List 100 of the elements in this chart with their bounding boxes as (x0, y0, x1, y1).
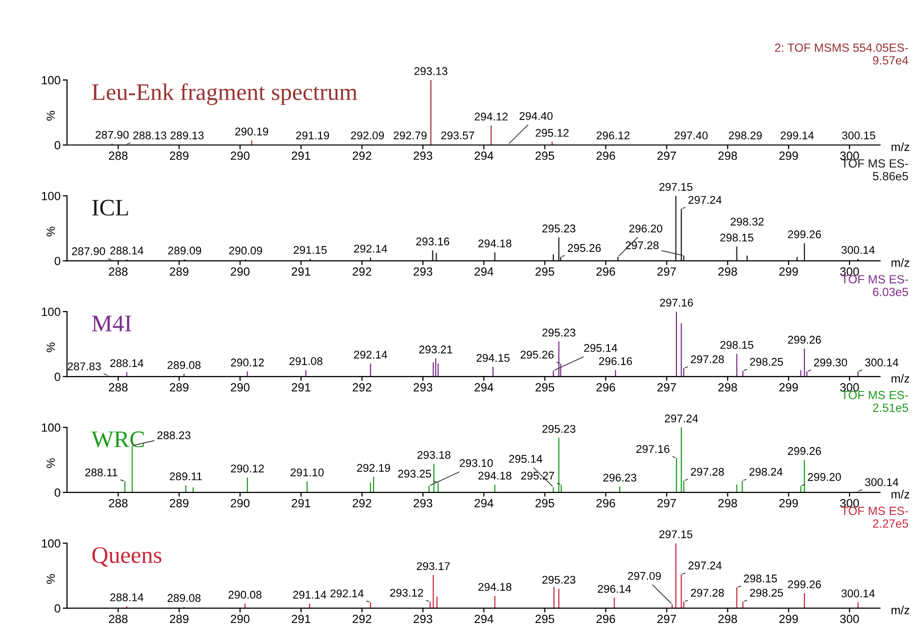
x-tick-label: 288 (108, 383, 128, 392)
annotation: 288.23 (157, 431, 190, 440)
annotation: 297.40 (674, 132, 708, 140)
x-tick-label: 300 (840, 152, 859, 160)
annotation: 289.09 (168, 246, 202, 255)
annotation: 288.14 (110, 359, 144, 368)
y-axis-title: % (46, 226, 55, 236)
y-axis-title: % (46, 458, 55, 468)
chart-title: WRC (91, 431, 144, 448)
x-tick-label: 296 (596, 152, 616, 160)
x-tick-label: 291 (292, 383, 310, 392)
annotation: 297.16 (636, 445, 670, 453)
annotation: 291.08 (289, 357, 322, 366)
annotation: 290.09 (229, 246, 262, 255)
x-tick-label: 292 (352, 267, 372, 276)
x-tick-label: 299 (779, 267, 798, 276)
x-tick-label: 293 (414, 614, 432, 624)
annotation: 292.14 (330, 590, 364, 598)
x-tick-label: 296 (596, 267, 616, 276)
x-tick-label: 292 (352, 614, 372, 624)
x-tick-label: 298 (718, 383, 737, 392)
annotation: 294.15 (476, 354, 510, 362)
text: 9.57e4 (872, 56, 908, 65)
annotation: 290.12 (230, 358, 264, 366)
annotation: 295.26 (568, 244, 601, 252)
y-axis-title: % (46, 574, 55, 584)
y-axis-title: % (46, 342, 55, 352)
annotation: 291.10 (290, 468, 324, 476)
x-tick-label: 295 (536, 614, 554, 624)
annotation: 293.16 (416, 238, 450, 246)
x-tick-label: 295 (536, 152, 554, 160)
annotation: 299.26 (788, 230, 821, 238)
annotation: 300.14 (841, 246, 875, 254)
text: 2.27e5 (873, 519, 908, 528)
x-tick-label: 293 (414, 383, 432, 392)
annotation: 289.11 (170, 472, 202, 480)
x-axis-title: m/z (892, 258, 910, 267)
x-tick-label: 291 (292, 614, 310, 624)
annotation: 296.23 (603, 474, 636, 482)
annotation: 295.23 (542, 576, 576, 584)
annotation: 296.12 (596, 132, 630, 140)
x-tick-label: 292 (352, 498, 372, 508)
text: 6.03e5 (873, 288, 908, 296)
annotation: 291.15 (294, 246, 327, 254)
x-axis-title: m/z (892, 606, 910, 614)
annotation: 294.40 (520, 112, 553, 120)
text: TOF MS ES- (841, 159, 908, 168)
x-tick-label: 289 (170, 152, 188, 160)
x-tick-label: 290 (230, 152, 250, 160)
annotation: 297.24 (688, 196, 722, 204)
x-tick-label: 296 (596, 498, 616, 508)
x-tick-label: 296 (596, 383, 616, 392)
y-tick-label: 0 (54, 604, 60, 613)
x-tick-label: 300 (840, 498, 859, 508)
x-tick-label: 291 (292, 498, 310, 508)
annotation: 298.25 (750, 358, 784, 366)
annotation: 293.18 (417, 450, 450, 459)
y-tick-label: 0 (54, 256, 60, 266)
annotation: 288.13 (133, 132, 166, 140)
annotation: 298.15 (744, 574, 777, 582)
text: 5.86e5 (872, 172, 908, 180)
annotation: 289.08 (168, 594, 201, 602)
annotation: 300.15 (842, 132, 876, 140)
annotation: 294.18 (478, 583, 512, 591)
y-tick-label: 0 (54, 372, 60, 381)
annotation: 300.14 (865, 358, 898, 366)
y-axis-title: % (46, 110, 55, 121)
chart-title: Leu-Enk fragment spectrum (92, 83, 358, 105)
annotation: 295.14 (509, 454, 542, 463)
x-tick-label: 294 (474, 267, 494, 276)
annotation: 287.90 (96, 130, 129, 139)
x-tick-label: 298 (718, 152, 737, 160)
x-tick-label: 293 (414, 152, 432, 160)
x-tick-label: 298 (718, 498, 737, 508)
annotation: 293.17 (416, 562, 450, 570)
annotation: 299.26 (788, 580, 821, 588)
y-tick-label: 0 (54, 141, 60, 150)
x-tick-label: 292 (352, 383, 372, 392)
y-tick-label: 0 (54, 488, 60, 497)
x-tick-label: 293 (414, 267, 432, 276)
x-tick-label: 295 (536, 383, 554, 392)
annotation: 292.09 (351, 132, 384, 140)
x-tick-label: 290 (230, 614, 250, 624)
annotation: 295.23 (542, 424, 576, 433)
x-tick-label: 299 (779, 383, 798, 392)
annotation: 296.16 (599, 357, 632, 366)
annotation: 290.08 (228, 590, 262, 599)
y-tick-label: 100 (42, 423, 60, 432)
annotation: 290.12 (230, 464, 264, 472)
annotation: 299.26 (788, 336, 821, 344)
annotation: 299.30 (814, 358, 848, 366)
annotation: 293.21 (419, 346, 452, 354)
annotation: 295.23 (542, 328, 576, 337)
annotation: 297.24 (664, 414, 698, 422)
x-tick-label: 289 (170, 383, 188, 392)
annotation: 297.15 (659, 182, 692, 191)
text: TOF MS ES- (841, 275, 908, 284)
x-tick-label: 297 (657, 267, 676, 276)
x-tick-label: 297 (657, 614, 676, 624)
chart-title: Queens (92, 547, 162, 567)
